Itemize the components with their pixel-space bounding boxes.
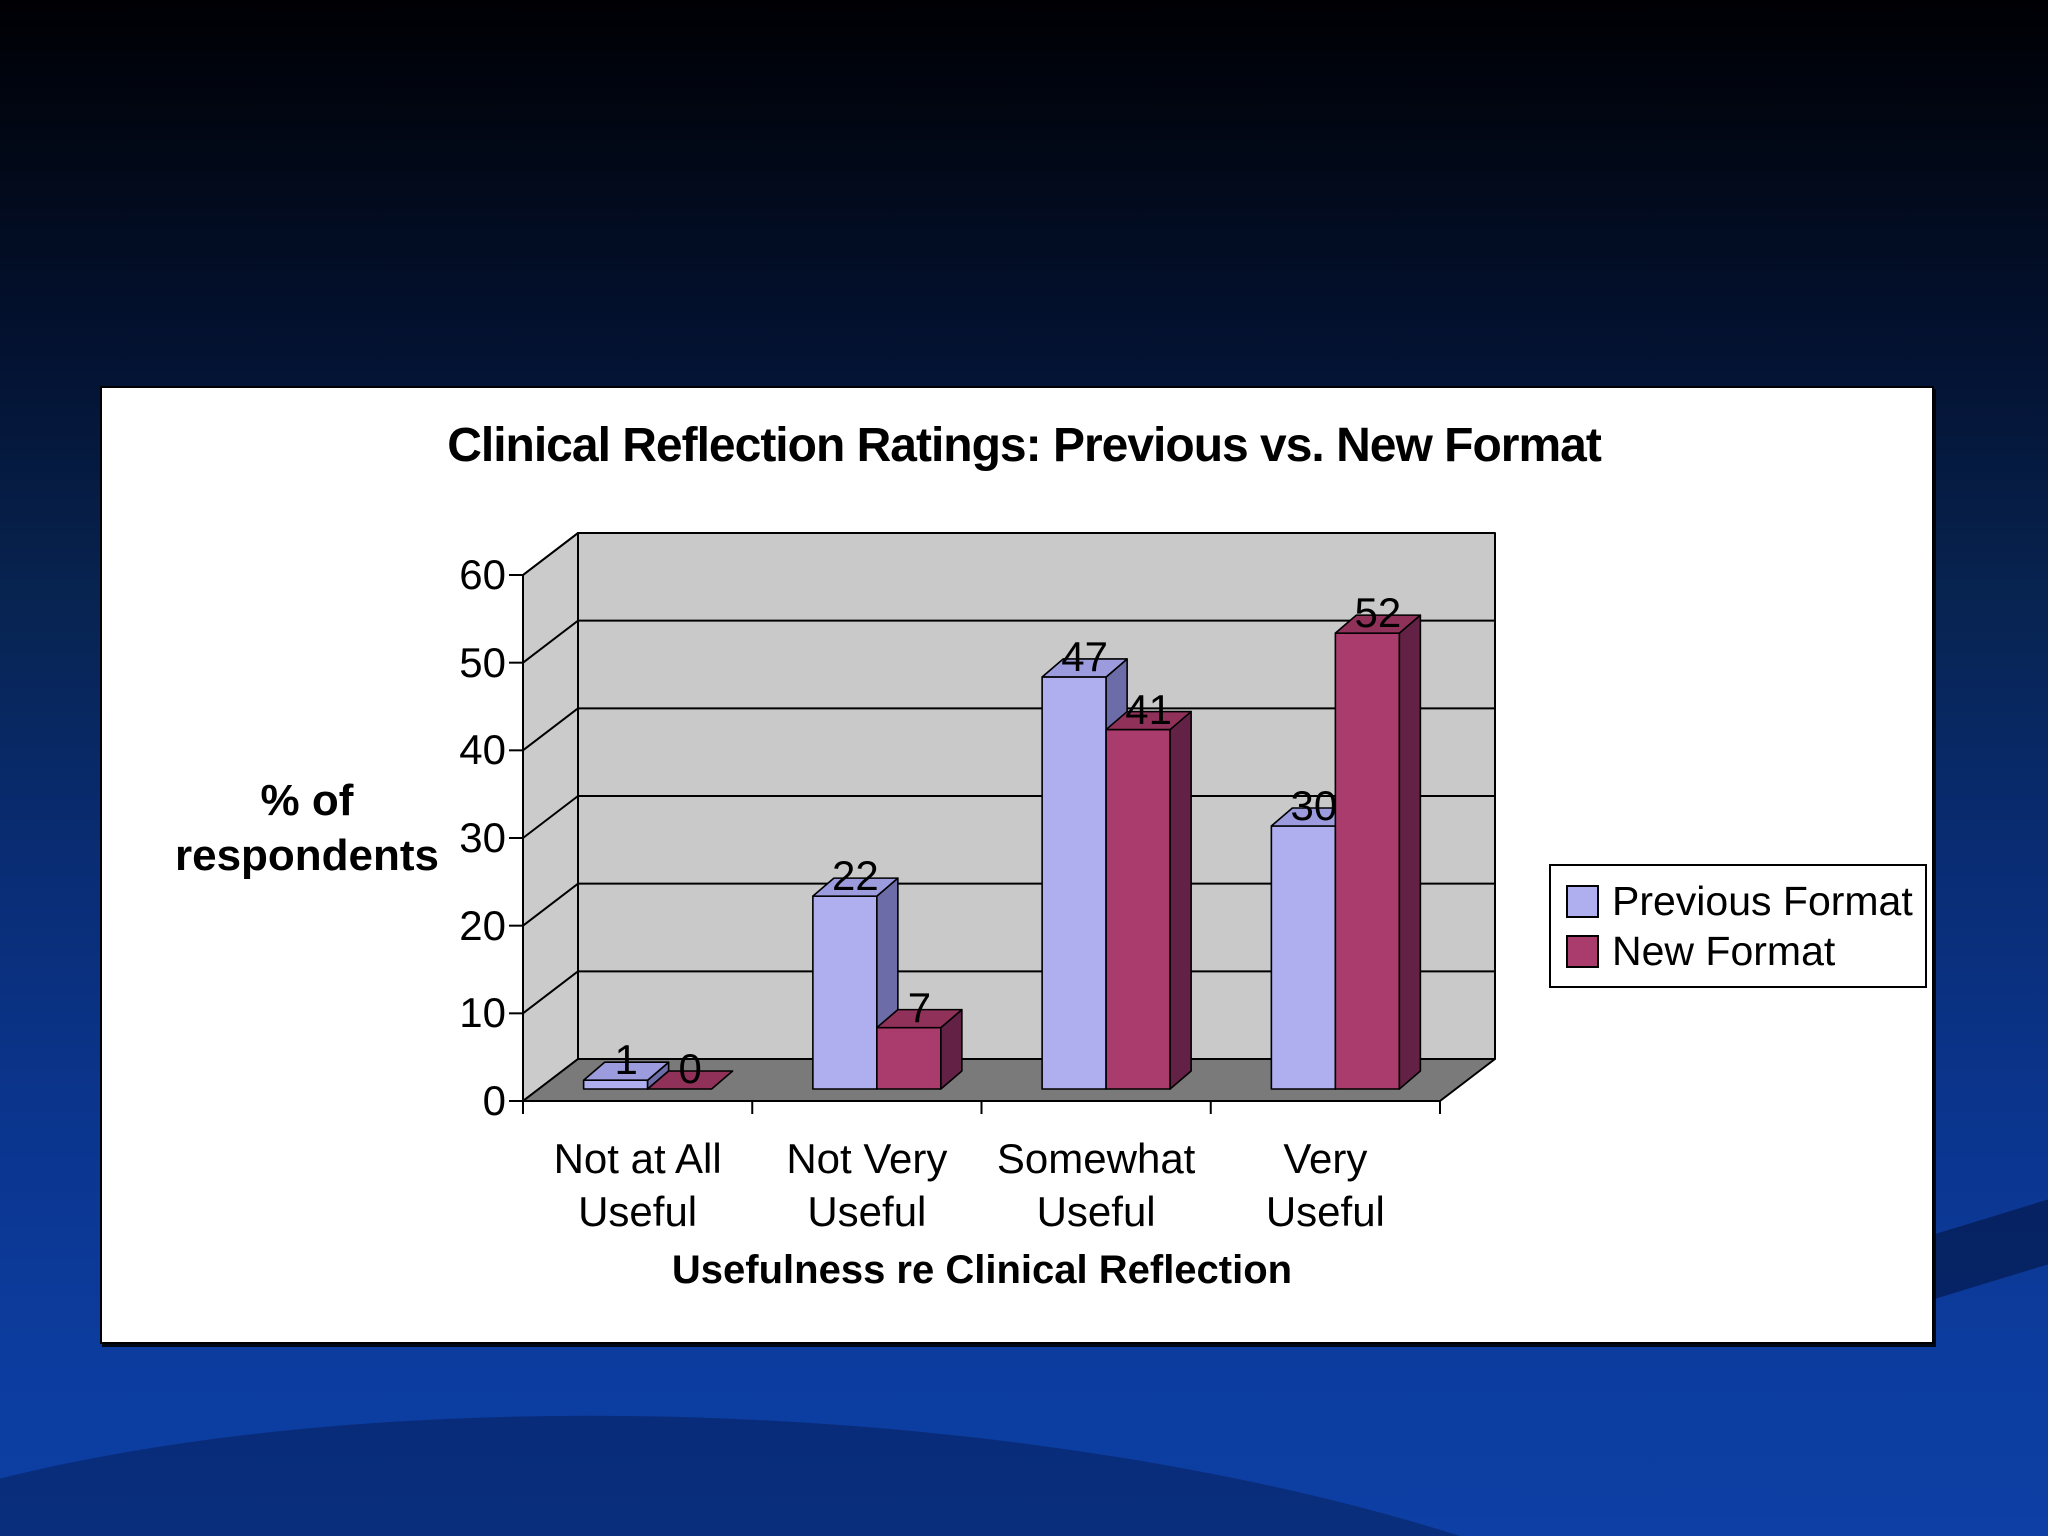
bar-front-s0-c3 bbox=[1270, 825, 1337, 1090]
legend-swatch-new-format bbox=[1566, 934, 1599, 968]
bar-front-s1-c3 bbox=[1334, 632, 1401, 1090]
gridline-side-50 bbox=[522, 619, 579, 664]
legend-item-previous-format: Previous Format bbox=[1566, 877, 1925, 924]
gridline-side-60 bbox=[522, 532, 579, 576]
chart-title: Clinical Reflection Ratings: Previous vs… bbox=[447, 419, 1602, 472]
data-label-s0-c0: 1 bbox=[614, 1036, 638, 1084]
bar-front-s0-c2 bbox=[1041, 676, 1107, 1090]
data-label-s1-c3: 52 bbox=[1354, 589, 1402, 637]
bar-top-s1-c3 bbox=[1334, 614, 1422, 634]
gridline-side-10 bbox=[522, 970, 579, 1015]
bar-top-s0-c1 bbox=[812, 877, 899, 897]
y-tick-label-50: 50 bbox=[459, 638, 506, 686]
gridline-side-30 bbox=[522, 795, 579, 839]
y-tick-label-20: 20 bbox=[459, 901, 506, 949]
x-category-label-1: Not Very Useful bbox=[786, 1135, 948, 1235]
x-axis-title: Usefulness re Clinical Reflection bbox=[671, 1248, 1293, 1292]
y-axis-title: % of respondents bbox=[174, 776, 440, 880]
data-label-s1-c0: 0 bbox=[678, 1045, 702, 1092]
bar-top-s1-c2 bbox=[1105, 710, 1192, 731]
x-category-label-2: Somewhat Useful bbox=[996, 1135, 1196, 1235]
data-label-s1-c2: 41 bbox=[1125, 685, 1172, 733]
bar-top-s1-c1 bbox=[876, 1008, 963, 1029]
legend-item-new-format: New Format bbox=[1566, 927, 1925, 974]
y-tick-label-0: 0 bbox=[482, 1077, 506, 1124]
bar-top-s1-c0 bbox=[646, 1070, 734, 1090]
y-tick-label-10: 10 bbox=[459, 989, 506, 1037]
x-category-label-3: Very Useful bbox=[1265, 1135, 1385, 1235]
data-label-s0-c3: 30 bbox=[1290, 782, 1338, 829]
data-label-s0-c1: 22 bbox=[832, 852, 879, 900]
legend-label-previous-format: Previous Format bbox=[1612, 877, 1913, 924]
legend-swatch-previous-format bbox=[1566, 884, 1599, 918]
bar-front-s1-c2 bbox=[1105, 728, 1171, 1090]
legend: Previous Format New Format bbox=[1549, 864, 1927, 988]
y-tick-label-40: 40 bbox=[459, 726, 506, 774]
x-category-label-0: Not at All Useful bbox=[553, 1135, 722, 1235]
gridline-side-40 bbox=[522, 707, 579, 752]
bar-side-s1-c3 bbox=[1398, 614, 1422, 1090]
bar-top-s0-c2 bbox=[1041, 658, 1128, 678]
gridline-side-20 bbox=[522, 882, 579, 927]
data-label-s0-c2: 47 bbox=[1061, 632, 1108, 680]
bar-front-s1-c1 bbox=[876, 1026, 942, 1090]
bar-front-s0-c1 bbox=[812, 895, 878, 1090]
y-tick-label-30: 30 bbox=[459, 814, 506, 861]
bar-side-s1-c2 bbox=[1169, 710, 1192, 1090]
y-tick-label-60: 60 bbox=[459, 551, 506, 598]
bar-top-s0-c0 bbox=[582, 1061, 670, 1082]
data-label-s1-c1: 7 bbox=[907, 983, 932, 1031]
legend-label-new-format: New Format bbox=[1612, 927, 1836, 974]
